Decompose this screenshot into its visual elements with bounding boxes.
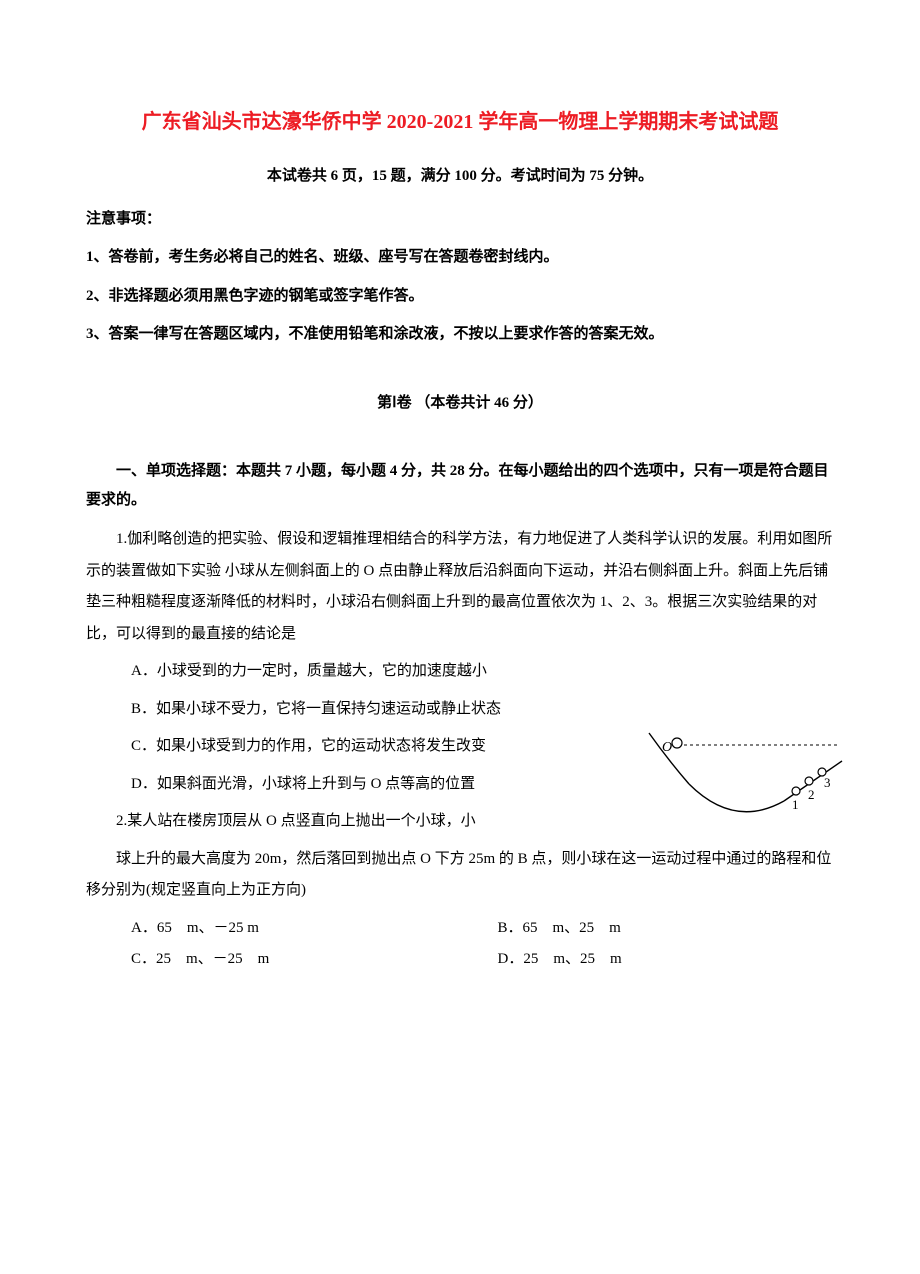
question-2-options-row1: A．65 m、－25 m B．65 m、25 m xyxy=(86,913,834,945)
section-heading: 第Ⅰ卷 （本卷共计 46 分） xyxy=(86,389,834,418)
exam-title: 广东省汕头市达濠华侨中学 2020-2021 学年高一物理上学期期末考试试题 xyxy=(86,100,834,144)
label-o: O xyxy=(662,740,672,755)
label-2: 2 xyxy=(808,787,815,802)
question-2-option-d: D．25 m、25 m xyxy=(468,944,835,976)
ball-o xyxy=(672,738,682,748)
question-2-option-c: C．25 m、－25 m xyxy=(101,944,468,976)
ball-2 xyxy=(805,777,813,785)
question-1-option-b: B．如果小球不受力，它将一直保持匀速运动或静止状态 xyxy=(86,694,834,726)
valley-curve xyxy=(689,784,784,812)
ball-1 xyxy=(792,787,800,795)
incline-svg: O 1 2 3 xyxy=(644,731,844,841)
question-2-options-row2: C．25 m、－25 m D．25 m、25 m xyxy=(86,944,834,976)
notice-item-1: 1、答卷前，考生务必将自己的姓名、班级、座号写在答题卷密封线内。 xyxy=(86,243,834,272)
notice-item-2: 2、非选择题必须用黑色字迹的钢笔或签字笔作答。 xyxy=(86,282,834,311)
question-1-option-a: A．小球受到的力一定时，质量越大，它的加速度越小 xyxy=(86,656,834,688)
label-3: 3 xyxy=(824,775,831,790)
question-2-text-part2: 球上升的最大高度为 20m，然后落回到抛出点 O 下方 25m 的 B 点，则小… xyxy=(86,844,834,907)
question-2-text-part1: 2.某人站在楼房顶层从 O 点竖直向上抛出一个小球，小 xyxy=(86,806,626,838)
question-1-option-d: D．如果斜面光滑，小球将上升到与 O 点等高的位置 xyxy=(86,769,626,801)
question-1-text: 1.伽利略创造的把实验、假设和逻辑推理相结合的科学方法，有力地促进了人类科学认识… xyxy=(86,524,834,650)
question-2-option-b: B．65 m、25 m xyxy=(468,913,835,945)
label-1: 1 xyxy=(792,797,799,812)
question-2-option-a: A．65 m、－25 m xyxy=(101,913,468,945)
notice-header: 注意事项： xyxy=(86,205,834,234)
exam-subtitle: 本试卷共 6 页，15 题，满分 100 分。考试时间为 75 分钟。 xyxy=(86,162,834,191)
section-instruction: 一、单项选择题：本题共 7 小题，每小题 4 分，共 28 分。在每小题给出的四… xyxy=(86,457,834,514)
question-1-option-c: C．如果小球受到力的作用，它的运动状态将发生改变 xyxy=(86,731,626,763)
notice-item-3: 3、答案一律写在答题区域内，不准使用铅笔和涂改液，不按以上要求作答的答案无效。 xyxy=(86,320,834,349)
incline-diagram: O 1 2 3 xyxy=(644,731,844,841)
